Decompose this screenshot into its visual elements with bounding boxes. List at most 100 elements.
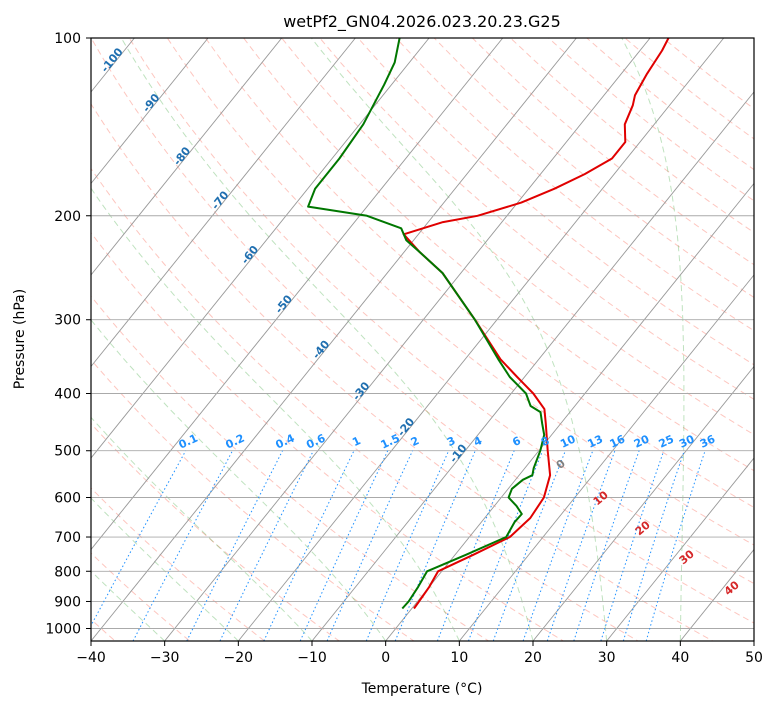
y-tick-label: 400 — [54, 387, 81, 403]
y-tick-label: 1000 — [45, 621, 81, 637]
mixing-ratio-line — [219, 450, 314, 641]
dry-adiabat-line — [91, 358, 415, 641]
mixing-ratio-label: 13 — [586, 432, 605, 450]
mixing-ratio-line — [492, 450, 566, 641]
mixing-ratio-line — [186, 450, 283, 641]
dry-adiabat-line — [91, 103, 714, 641]
x-tick-label: 20 — [524, 650, 542, 666]
isotherm-line — [91, 38, 430, 459]
dry-adiabat-line — [319, 38, 754, 400]
dry-adiabat-line — [624, 38, 754, 140]
dry-adiabat-line — [509, 38, 754, 234]
moist-adiabat-line — [91, 187, 460, 641]
dry-adiabat-line — [281, 38, 754, 436]
theta-label: 40 — [722, 578, 742, 598]
mixing-ratio-line — [573, 450, 640, 641]
x-tick-label: −40 — [76, 650, 106, 666]
isotherm-label: -60 — [239, 243, 262, 267]
dry-adiabat-line — [91, 167, 640, 641]
dry-adiabat-line — [166, 38, 754, 546]
mixing-ratio-line — [436, 450, 515, 641]
mixing-ratio-line — [91, 450, 187, 627]
sounding-traces — [307, 38, 670, 610]
y-axis: 100 200 300 400 500 600 700 800 900 1000 — [45, 31, 91, 637]
mixing-ratio-line — [394, 450, 476, 641]
x-axis-label: Temperature (°C) — [361, 681, 483, 697]
isotherm-line — [311, 91, 754, 641]
isotherm-line — [385, 182, 754, 641]
isotherm-label: -70 — [209, 188, 232, 212]
mixing-ratio-line — [326, 450, 413, 641]
dry-adiabat-line — [91, 231, 565, 641]
mixing-ratio-label: 0.2 — [223, 432, 246, 452]
x-axis: −40 −30 −20 −10 0 10 20 30 40 50 — [76, 641, 763, 666]
mixing-ratio-line — [600, 450, 665, 641]
moist-adiabat-line — [311, 38, 608, 641]
isotherm-line — [532, 365, 754, 641]
isotherm-line — [606, 457, 754, 641]
dry-adiabat-line — [91, 487, 266, 641]
dry-adiabat-line — [586, 38, 754, 171]
moist-adiabat-line — [91, 570, 166, 641]
y-tick-label: 600 — [54, 490, 81, 506]
moist-adiabat-line — [753, 634, 754, 641]
background-lines — [0, 38, 754, 641]
mixing-ratio-label: 0.4 — [273, 431, 296, 451]
mixing-ratio-label: 20 — [632, 432, 652, 450]
y-axis-label: Pressure (hPa) — [12, 289, 28, 389]
mixing-ratio-line — [365, 450, 450, 641]
mixing-ratio-line — [299, 450, 389, 641]
isotherm-label: -100 — [98, 45, 126, 75]
isotherm-line — [91, 38, 504, 551]
isotherm-line — [0, 38, 61, 641]
mixing-ratio-label: 1 — [350, 434, 362, 449]
mixing-ratio-line — [263, 450, 355, 641]
dry-adiabat-line — [91, 295, 490, 641]
chart-annotations: -100-90-80-70-60-50-40-30-20-100.1 0.2 0.4… — [98, 45, 742, 598]
x-tick-label: 50 — [745, 650, 763, 666]
dry-adiabat-line — [128, 38, 754, 585]
mixing-ratio-label: 0.6 — [304, 431, 327, 451]
isotherm-label: -30 — [350, 379, 373, 403]
mixing-ratio-label: 10 — [558, 432, 578, 450]
y-tick-label: 500 — [54, 444, 81, 460]
x-tick-label: 10 — [450, 650, 468, 666]
y-tick-label: 200 — [54, 209, 81, 225]
y-tick-label: 300 — [54, 313, 81, 329]
isotherm-label: -90 — [140, 91, 163, 115]
mixing-ratio-line — [522, 450, 594, 641]
isotherm-label: -50 — [273, 292, 296, 316]
dry-adiabat-line — [91, 422, 341, 641]
moist-adiabat-line — [91, 497, 239, 641]
isotherm-label: -80 — [171, 144, 194, 168]
isotherm-line — [458, 274, 754, 641]
x-tick-label: 40 — [671, 650, 689, 666]
dewpoint-trace — [307, 38, 546, 610]
isotherm-line — [91, 38, 577, 641]
moist-adiabat-line — [91, 319, 387, 641]
isotherm-line — [753, 640, 754, 641]
mixing-ratio-line — [645, 450, 706, 641]
y-tick-label: 900 — [54, 594, 81, 610]
freezing-label: 0 — [554, 457, 568, 472]
mixing-ratio-label: 6 — [510, 434, 523, 449]
mixing-ratio-label: 2 — [409, 434, 421, 449]
dry-adiabat-line — [547, 38, 754, 202]
mixing-ratio-label: 25 — [657, 432, 676, 450]
moist-adiabat-line — [120, 38, 534, 641]
theta-label: 20 — [633, 518, 653, 538]
dry-adiabat-line — [91, 38, 754, 624]
isotherm-line — [679, 548, 754, 641]
mixing-ratio-line — [546, 450, 616, 641]
chart-title: wetPf2_GN04.2026.023.20.23.G25 — [283, 12, 561, 32]
isotherm-line — [164, 38, 651, 641]
plot-frame — [90, 37, 755, 642]
isotherm-line — [237, 38, 725, 641]
x-tick-label: 0 — [381, 650, 390, 666]
x-tick-label: −10 — [297, 650, 327, 666]
isotherm-line — [91, 38, 209, 185]
y-tick-label: 800 — [54, 564, 81, 580]
dry-adiabat-line — [91, 552, 191, 641]
mixing-ratio-label: 36 — [698, 432, 718, 450]
